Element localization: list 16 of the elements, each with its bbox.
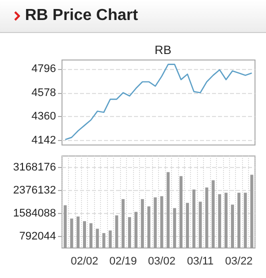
y-tick-label: 3168176 [13,162,56,174]
x-tick-label: 03/02 [148,256,176,268]
y-tick-label: 1584088 [13,208,56,220]
y-tick-label: 4578 [32,86,56,99]
chart-subtitle: RB [154,43,172,57]
chart-title: RB Price Chart [25,7,138,25]
x-tick-label: 02/19 [109,256,137,268]
x-tick-label: 03/22 [225,256,253,268]
line-series [64,64,252,140]
y-tick-label: 4142 [32,134,56,146]
x-tick-label: 03/11 [186,256,214,268]
y-tick-label: 4796 [32,63,56,76]
y-tick-label: 2376132 [13,184,56,196]
y-tick-label: 4360 [32,110,56,123]
y-tick-label: 792044 [19,230,56,242]
x-tick-label: 02/02 [70,256,98,268]
